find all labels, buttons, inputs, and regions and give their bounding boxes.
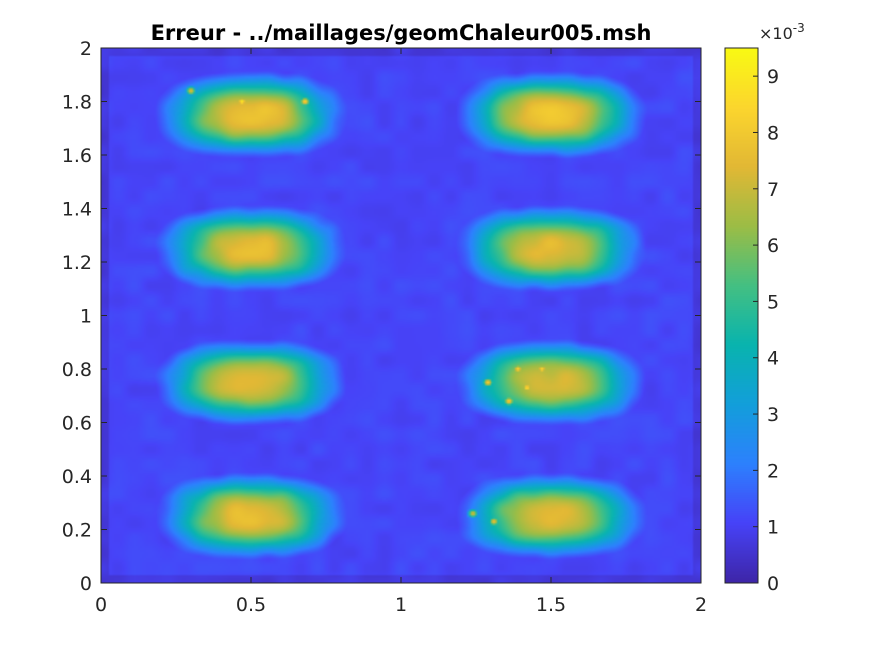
colorbar: 0 1 2 3 4 5 6 7 8 9 ×10-3 bbox=[724, 21, 805, 595]
y-tick-label: 0.6 bbox=[62, 413, 92, 435]
x-tick-label: 0 bbox=[95, 594, 107, 616]
heatmap-canvas bbox=[101, 48, 701, 583]
y-tick-label: 1.4 bbox=[62, 199, 92, 221]
colorbar-frame bbox=[724, 47, 759, 584]
colorbar-exponent-power: -3 bbox=[793, 21, 805, 35]
x-axis: 0 0.5 1 1.5 2 bbox=[95, 48, 707, 616]
y-tick-label: 1 bbox=[80, 306, 92, 328]
y-tick-label: 0.4 bbox=[62, 466, 92, 488]
colorbar-tick-label: 2 bbox=[767, 460, 779, 482]
y-axis: 0 0.2 0.4 0.6 0.8 1 1.2 1.4 1.6 1.8 2 bbox=[62, 38, 701, 595]
colorbar-tick-label: 3 bbox=[767, 404, 779, 426]
colorbar-tick-label: 0 bbox=[767, 573, 779, 595]
x-tick-label: 2 bbox=[695, 594, 707, 616]
y-tick-label: 1.6 bbox=[62, 145, 92, 167]
heatmap-image-wrapper bbox=[101, 48, 701, 583]
y-tick-label: 0.2 bbox=[62, 520, 92, 542]
y-tick-label: 1.2 bbox=[62, 252, 92, 274]
colorbar-tick-label: 5 bbox=[767, 291, 779, 313]
colorbar-tick-label: 7 bbox=[767, 179, 779, 201]
x-tick-label: 1.5 bbox=[536, 594, 566, 616]
y-tick-label: 2 bbox=[80, 38, 92, 60]
colorbar-exponent: ×10-3 bbox=[759, 21, 805, 43]
x-tick-label: 1 bbox=[395, 594, 407, 616]
colorbar-ticks: 0 1 2 3 4 5 6 7 8 9 bbox=[753, 66, 779, 595]
colorbar-tick-label: 8 bbox=[767, 122, 779, 144]
x-tick-label: 0.5 bbox=[236, 594, 266, 616]
colorbar-gradient-wrapper bbox=[725, 48, 758, 583]
colorbar-tick-label: 1 bbox=[767, 517, 779, 539]
plot-area bbox=[100, 47, 702, 584]
colorbar-tick-label: 6 bbox=[767, 235, 779, 257]
chart-title: Erreur - ../maillages/geomChaleur005.msh bbox=[151, 21, 652, 45]
y-tick-label: 0.8 bbox=[62, 359, 92, 381]
colorbar-tick-label: 4 bbox=[767, 348, 779, 370]
colorbar-tick-label: 9 bbox=[767, 66, 779, 88]
colorbar-exponent-base: ×10 bbox=[759, 24, 793, 43]
y-tick-label: 1.8 bbox=[62, 92, 92, 114]
colorbar-gradient bbox=[725, 48, 758, 583]
y-tick-label: 0 bbox=[80, 573, 92, 595]
